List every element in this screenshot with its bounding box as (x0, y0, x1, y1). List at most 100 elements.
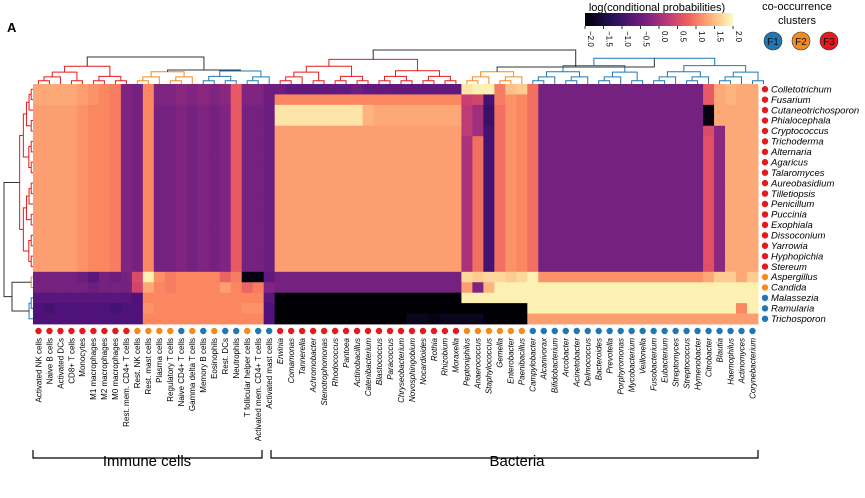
heatmap-cell (736, 303, 748, 314)
dendrogram-link (30, 88, 33, 101)
heatmap-cell (263, 230, 276, 241)
heatmap-cell (164, 104, 177, 116)
heatmap-cell (175, 125, 188, 137)
dendrogram-link (279, 80, 292, 84)
heatmap-cell (406, 240, 418, 252)
heatmap-cell (747, 104, 759, 116)
heatmap-cell (747, 177, 759, 189)
heatmap-cell (450, 250, 462, 262)
heatmap-cell (494, 188, 506, 200)
heatmap-cell (186, 209, 199, 221)
heatmap-cell (670, 198, 682, 210)
dendrogram-link (114, 80, 127, 84)
heatmap-cell (142, 125, 155, 137)
heatmap-cell (241, 157, 254, 168)
heatmap-cell (230, 292, 243, 304)
heatmap-cell (65, 167, 78, 179)
heatmap-cell (549, 115, 561, 127)
heatmap-cell (472, 271, 484, 283)
heatmap-cell (549, 84, 561, 95)
column-cluster-dot (287, 327, 295, 335)
heatmap-cell (659, 282, 671, 294)
heatmap-cell (659, 219, 671, 231)
heatmap-cell (703, 230, 715, 241)
heatmap-cell (703, 115, 715, 127)
heatmap-cell (373, 104, 385, 116)
heatmap-cell (670, 250, 682, 262)
heatmap-cell (131, 177, 144, 189)
dendrogram-link (384, 75, 407, 81)
heatmap-cell (538, 167, 550, 179)
heatmap-cell (142, 282, 155, 294)
column-label: Rest. mem. CD4+ T cells (122, 338, 131, 427)
heatmap-cell (582, 240, 594, 252)
heatmap-cell (714, 188, 726, 200)
column-cluster-dot (507, 327, 515, 335)
heatmap-cell (307, 188, 319, 200)
heatmap-cell (296, 125, 309, 137)
heatmap-cell (659, 115, 671, 127)
heatmap-cell (252, 313, 265, 325)
heatmap-cell (560, 313, 572, 325)
heatmap-cell (274, 292, 287, 304)
dendrogram-link (86, 56, 205, 70)
row-label: Aspergillus (770, 272, 818, 283)
heatmap-cell (681, 271, 693, 283)
heatmap-cell (362, 136, 374, 147)
heatmap-cell (494, 125, 506, 137)
heatmap-cell (219, 271, 232, 283)
heatmap-cell (351, 240, 363, 252)
heatmap-cell (670, 94, 682, 106)
heatmap-cell (219, 157, 232, 168)
heatmap-cell (384, 157, 396, 168)
heatmap-cell (703, 94, 715, 106)
row-label: Colletotrichum (771, 84, 832, 95)
heatmap-cell (648, 198, 660, 210)
heatmap-cell (65, 271, 78, 283)
heatmap-cell (406, 157, 418, 168)
heatmap-cell (241, 282, 254, 294)
heatmap-cell (626, 313, 638, 325)
heatmap-cell (472, 167, 484, 179)
heatmap-cell (582, 209, 594, 221)
heatmap-cell (197, 188, 210, 200)
heatmap-cell (428, 125, 440, 137)
heatmap-cell (98, 146, 111, 158)
heatmap-cell (87, 313, 100, 325)
heatmap-cell (582, 219, 594, 231)
column-cluster-dot (617, 327, 624, 335)
heatmap-cell (549, 230, 561, 241)
heatmap-cell (450, 240, 462, 252)
heatmap-cell (384, 313, 396, 325)
heatmap-cell (230, 198, 243, 210)
dendrogram-link (37, 80, 50, 84)
heatmap-cell (175, 198, 188, 210)
column-label: Citrobacter (704, 338, 713, 377)
column-cluster-dot (562, 327, 569, 335)
heatmap-cell (296, 313, 309, 325)
heatmap-cell (395, 167, 407, 179)
heatmap-cell (230, 219, 243, 231)
heatmap-cell (626, 230, 638, 241)
heatmap-cell (252, 125, 265, 137)
heatmap-cell (142, 188, 155, 200)
column-label: Achromobacter (309, 338, 318, 394)
heatmap-cell (494, 157, 506, 168)
heatmap-cell (659, 240, 671, 252)
heatmap-cell (560, 167, 572, 179)
heatmap-cell (252, 115, 265, 127)
heatmap-cell (395, 115, 407, 127)
heatmap-cell (659, 261, 671, 273)
heatmap-cell (384, 198, 396, 210)
heatmap-cell (153, 84, 166, 95)
column-cluster-dot (46, 327, 53, 335)
heatmap-cell (450, 146, 462, 158)
heatmap-cell (65, 240, 78, 252)
heatmap-cell (428, 136, 440, 147)
row-label: Dissoconium (771, 231, 825, 242)
heatmap-cell (109, 188, 122, 200)
heatmap-cell (395, 125, 407, 137)
heatmap-cell (219, 94, 232, 106)
heatmap-cell (351, 230, 363, 241)
heatmap-cell (87, 230, 100, 241)
